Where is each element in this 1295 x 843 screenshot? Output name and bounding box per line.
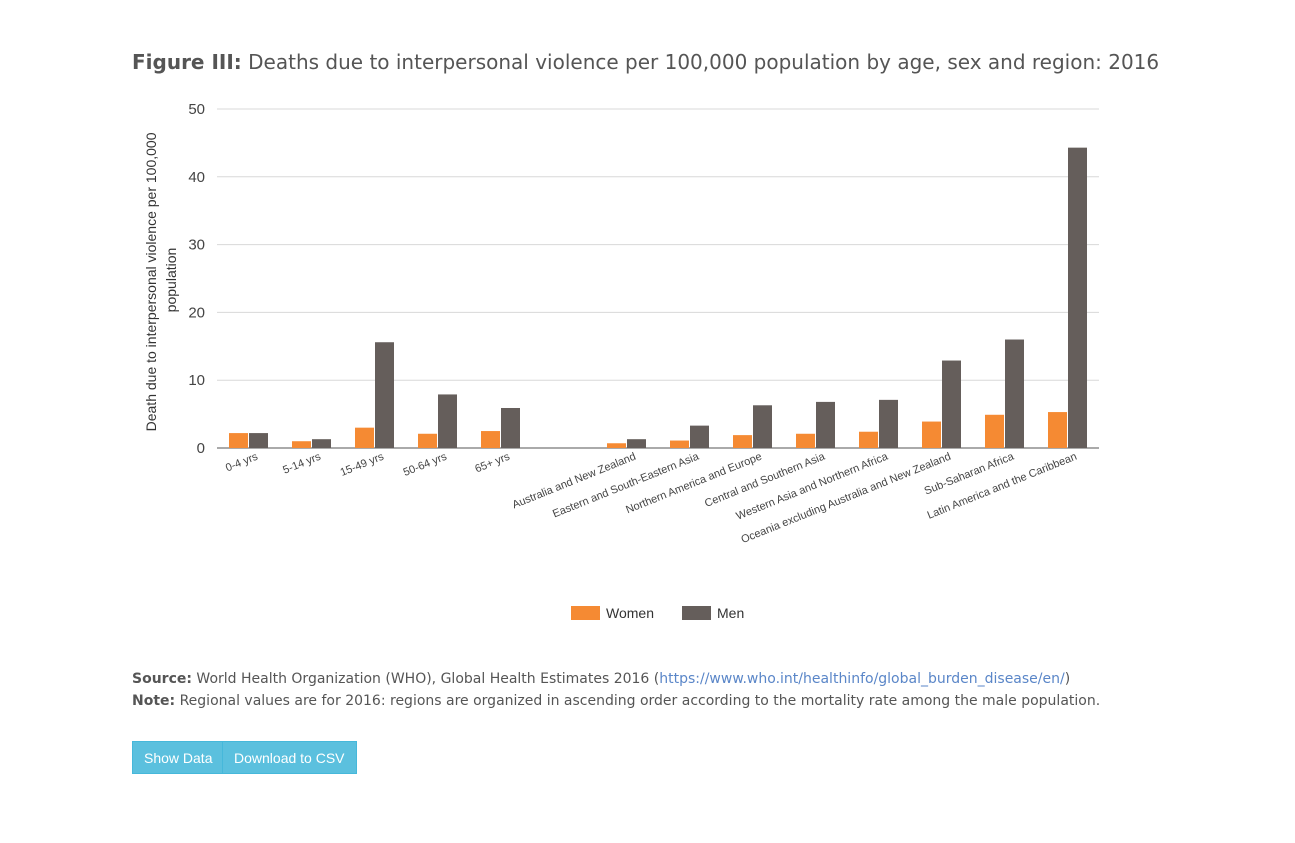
legend-item-women[interactable]: Women (571, 605, 654, 621)
y-tick-label: 40 (188, 169, 205, 186)
x-tick-label: 5-14 yrs (281, 450, 323, 476)
x-tick-label: 15-49 yrs (339, 450, 386, 478)
note-label: Note: (132, 693, 176, 709)
bar-chart: 0 10 20 30 40 50 0-4 yrs 5-14 yrs 15-49 yrs 50-6… (143, 101, 1099, 621)
source-line: Source: World Health Organization (WHO),… (132, 668, 1100, 690)
figure-caption: Deaths due to interpersonal violence per… (241, 50, 1160, 74)
bar-men[interactable] (1068, 147, 1087, 448)
bar-men[interactable] (816, 401, 835, 448)
y-axis-label: Death due to interpersonal violence per … (143, 129, 179, 432)
bar-men[interactable] (501, 407, 520, 448)
chart-notes: Source: World Health Organization (WHO),… (132, 668, 1100, 712)
bar-women[interactable] (733, 435, 752, 448)
bar-men[interactable] (249, 433, 268, 448)
bar-women[interactable] (859, 431, 878, 448)
x-tick-label: 65+ yrs (473, 450, 512, 475)
bar-women[interactable] (355, 427, 374, 448)
source-label: Source: (132, 671, 192, 687)
bar-women[interactable] (607, 443, 626, 448)
figure-label: Figure III: (132, 50, 242, 74)
legend-label: Women (606, 605, 654, 621)
bar-men[interactable] (879, 399, 898, 448)
bar-women[interactable] (229, 433, 248, 448)
y-axis-label-line1: Death due to interpersonal violence per … (143, 132, 159, 431)
legend-item-men[interactable]: Men (682, 605, 744, 621)
bar-men[interactable] (438, 394, 457, 448)
bar-men[interactable] (753, 405, 772, 448)
legend-swatch (571, 606, 600, 620)
legend-swatch (682, 606, 711, 620)
bar-women[interactable] (481, 431, 500, 448)
note-line: Note: Regional values are for 2016: regi… (132, 690, 1100, 712)
y-tick-label: 10 (188, 372, 205, 389)
y-tick-label: 0 (197, 440, 205, 457)
show-data-button[interactable]: Show Data (132, 741, 225, 774)
bar-men[interactable] (942, 360, 961, 448)
bar-women[interactable] (418, 433, 437, 448)
y-axis-ticks: 0 10 20 30 40 50 (188, 101, 205, 457)
x-axis-labels: 0-4 yrs 5-14 yrs 15-49 yrs 50-64 yrs 65+ yrs… (224, 450, 1079, 546)
download-csv-button[interactable]: Download to CSV (222, 741, 357, 774)
x-tick-label: 0-4 yrs (224, 450, 260, 474)
source-end: ) (1064, 671, 1071, 687)
bar-men[interactable] (1005, 339, 1024, 448)
y-tick-label: 50 (188, 101, 205, 118)
grid-lines (217, 108, 1099, 449)
y-axis-label-line2: population (163, 248, 179, 313)
x-tick-label: 50-64 yrs (402, 450, 449, 478)
chart-title: Figure III: Deaths due to interpersonal … (132, 50, 1159, 74)
bar-women[interactable] (922, 421, 941, 448)
source-text: World Health Organization (WHO), Global … (191, 671, 660, 687)
bar-women[interactable] (1048, 412, 1067, 448)
y-tick-label: 30 (188, 237, 205, 254)
bar-men[interactable] (375, 342, 394, 448)
bar-men[interactable] (690, 425, 709, 448)
bar-women[interactable] (985, 414, 1004, 448)
bars (229, 147, 1087, 448)
legend-label: Men (717, 605, 744, 621)
legend[interactable]: Women Men (571, 605, 744, 621)
bar-women[interactable] (670, 440, 689, 448)
bar-men[interactable] (312, 439, 331, 448)
y-tick-label: 20 (188, 304, 205, 321)
note-text: Regional values are for 2016: regions ar… (175, 693, 1101, 709)
bar-women[interactable] (292, 441, 311, 448)
source-link[interactable]: https://www.who.int/healthinfo/global_bu… (659, 671, 1065, 687)
bar-women[interactable] (796, 433, 815, 448)
bar-men[interactable] (627, 439, 646, 448)
